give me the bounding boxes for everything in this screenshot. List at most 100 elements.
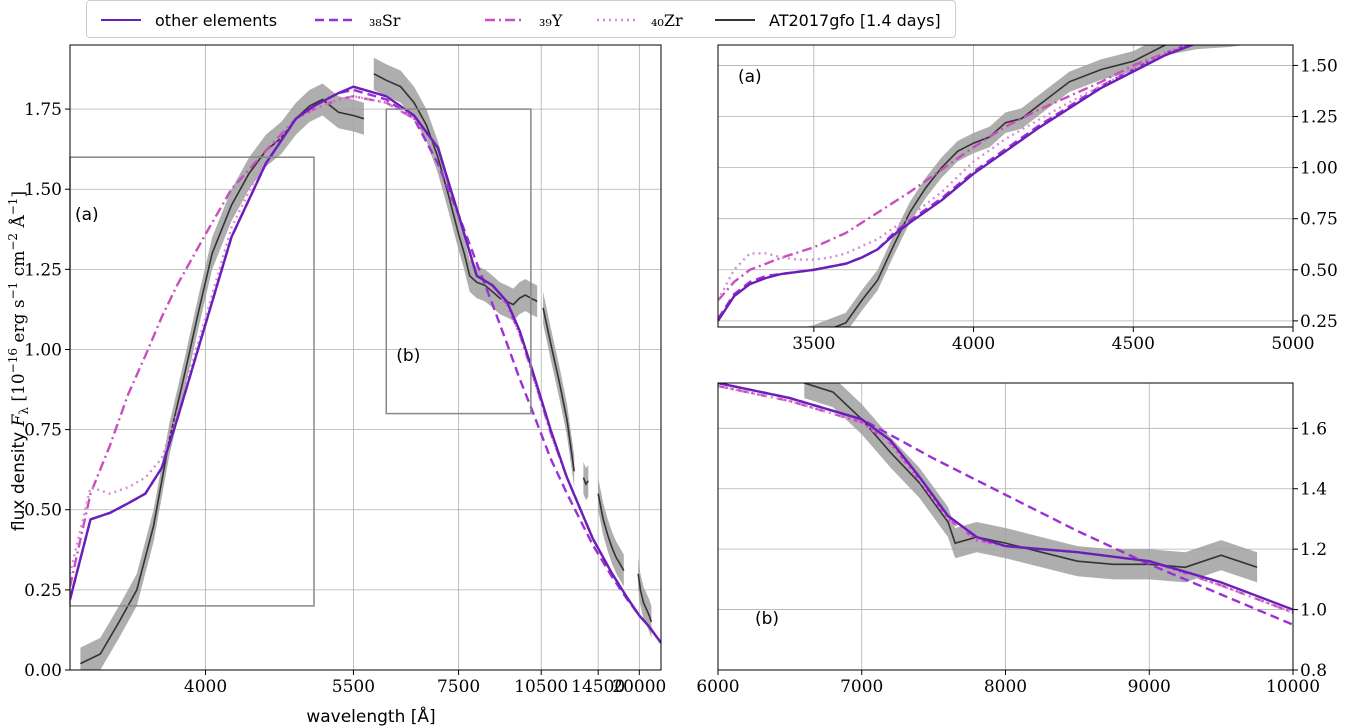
- legend-label-y: ₃₉Y: [539, 10, 563, 30]
- y-tick-label: 1.0: [1300, 601, 1327, 621]
- legend-label-other: other elements: [155, 10, 278, 30]
- observed-spectrum-line: [832, 45, 1170, 327]
- axes-frame: [717, 44, 1294, 328]
- observed-spectrum-line: [582, 477, 589, 486]
- zoom-box-1: [385, 108, 532, 415]
- y-axis-title-lambda: λ: [17, 407, 31, 415]
- legend: other elements ₃₈Sr ₃₉Y ₄₀Zr AT2017gfo […: [86, 0, 956, 38]
- y-tick-label: 0.25: [1300, 312, 1338, 332]
- x-tick-label: 10000: [1266, 677, 1320, 697]
- legend-swatch-zr: [597, 18, 637, 22]
- axes-frame: [69, 44, 662, 671]
- legend-swatch-y: [485, 18, 525, 22]
- observed-spectrum-line: [80, 98, 365, 665]
- series-zr-line: [718, 45, 1190, 301]
- y-axis-title-exp4: −1: [6, 198, 20, 216]
- legend-item-zr: ₄₀Zr: [597, 9, 683, 31]
- y-axis-title-pre: flux density: [9, 426, 29, 531]
- y-axis-title-exp3: −2: [6, 233, 20, 251]
- y-axis-title-exp1: −16: [6, 348, 20, 373]
- series-other-line: [718, 383, 1293, 611]
- zoom-box-label-1: (b): [396, 346, 420, 366]
- x-tick-label: 9000: [1128, 677, 1171, 697]
- y-axis-title-mid2: erg s: [9, 299, 29, 348]
- x-tick-label: 3500: [792, 334, 835, 354]
- y-tick-label: 0.50: [1300, 261, 1338, 281]
- y-tick-label: 1.25: [24, 260, 62, 280]
- y-tick-label: 0.75: [24, 421, 62, 441]
- x-tick-label: 14500: [571, 677, 625, 697]
- legend-item-y: ₃₉Y: [485, 9, 562, 31]
- legend-item-sr: ₃₈Sr: [315, 9, 400, 31]
- legend-label-obs: AT2017gfo [1.4 days]: [769, 10, 941, 30]
- x-tick-label: 20000: [612, 677, 666, 697]
- legend-label-zr: ₄₀Zr: [651, 10, 683, 30]
- observed-spectrum-line: [542, 307, 575, 472]
- x-tick-label: 7500: [437, 677, 480, 697]
- observed-uncertainty-band: [373, 57, 538, 321]
- y-tick-label: 1.00: [24, 340, 62, 360]
- observed-uncertainty-band: [80, 83, 364, 670]
- x-axis-title: wavelength [Å]: [306, 705, 435, 727]
- plot-area: [718, 383, 1293, 626]
- legend-swatch-other: [101, 19, 141, 21]
- series-other-line: [718, 45, 1196, 322]
- x-tick-label: 4500: [1112, 334, 1155, 354]
- observed-spectrum-line: [373, 73, 538, 306]
- x-tick-label: 4000: [952, 334, 995, 354]
- y-tick-label: 0.8: [1300, 661, 1327, 681]
- y-axis-title-post: ]: [9, 191, 29, 198]
- y-tick-label: 1.50: [24, 180, 62, 200]
- observed-uncertainty-band: [805, 45, 1246, 327]
- legend-item-obs: AT2017gfo [1.4 days]: [715, 9, 941, 31]
- y-axis-title-mid: [10: [9, 373, 29, 407]
- legend-swatch-obs: [715, 19, 755, 21]
- legend-swatch-sr: [315, 18, 355, 22]
- y-axis-title: flux density Fλ [10−16 erg s−1 cm−2 Å−1]: [6, 191, 31, 531]
- x-tick-label: 5000: [1271, 334, 1314, 354]
- series-other-line: [70, 85, 661, 644]
- x-tick-label: 4000: [184, 677, 227, 697]
- y-tick-label: 1.00: [1300, 159, 1338, 179]
- zoom-box-label-0: (a): [75, 205, 99, 225]
- x-tick-label: 10500: [514, 677, 568, 697]
- y-tick-label: 1.4: [1300, 480, 1327, 500]
- y-tick-label: 1.25: [1300, 108, 1338, 128]
- legend-item-other: other elements: [101, 9, 277, 31]
- y-axis-title-mid3: cm: [9, 251, 29, 282]
- plot-area: [70, 57, 661, 670]
- observed-uncertainty-band: [638, 557, 652, 638]
- y-tick-label: 1.6: [1300, 419, 1327, 439]
- series-sr-line: [70, 88, 661, 644]
- y-axis-title-mid4: Å: [8, 215, 29, 233]
- series-zr-line: [70, 95, 661, 644]
- x-tick-label: 7000: [840, 677, 883, 697]
- y-tick-label: 1.50: [1300, 56, 1338, 76]
- observed-spectrum-line: [597, 493, 625, 571]
- y-tick-label: 0.00: [24, 661, 62, 681]
- series-y-line: [70, 95, 661, 644]
- y-tick-label: 0.25: [24, 581, 62, 601]
- y-tick-label: 1.75: [24, 100, 62, 120]
- x-tick-label: 5500: [332, 677, 375, 697]
- series-sr-line: [718, 45, 1190, 320]
- panel-label: (a): [738, 67, 762, 87]
- series-y-line: [718, 45, 1195, 302]
- observed-uncertainty-band: [804, 383, 1258, 583]
- legend-label-sr: ₃₈Sr: [369, 10, 401, 30]
- y-axis-title-F: F: [9, 413, 29, 427]
- y-tick-label: 1.2: [1300, 540, 1327, 560]
- y-tick-label: 0.75: [1300, 210, 1338, 230]
- y-axis-title-exp2: −1: [6, 282, 20, 300]
- observed-uncertainty-band: [583, 461, 589, 501]
- y-axis-title-text: flux density Fλ [10−16 erg s−1 cm−2 Å−1]: [6, 191, 31, 531]
- x-tick-label: 8000: [984, 677, 1027, 697]
- plot-area: [718, 45, 1246, 327]
- zoom-box-0: [69, 156, 315, 607]
- x-tick-label: 6000: [696, 677, 739, 697]
- y-tick-label: 0.50: [24, 501, 62, 521]
